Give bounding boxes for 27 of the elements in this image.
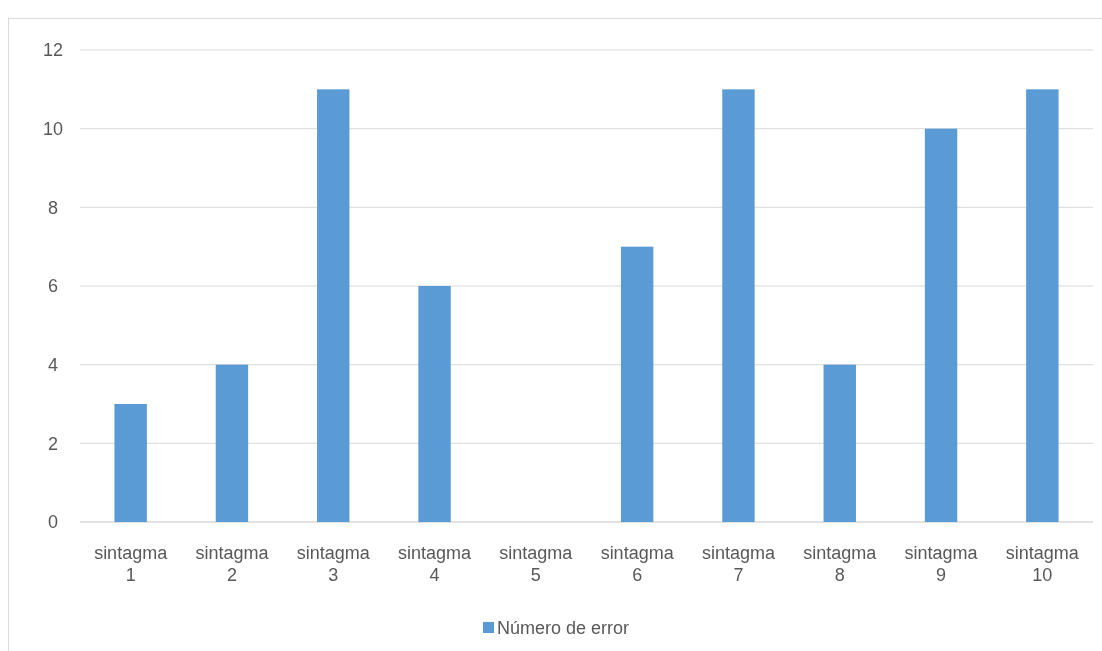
legend-label: Número de error (497, 618, 630, 639)
y-tick-label: 6 (47, 276, 59, 297)
bar (823, 364, 856, 522)
x-tick-label: sintagma 8 (803, 543, 878, 585)
x-tick-label: sintagma 1 (94, 543, 169, 585)
x-tick-label: sintagma 5 (499, 543, 574, 585)
bar (722, 89, 755, 522)
bar (418, 286, 451, 522)
x-tick-label: sintagma 10 (1005, 543, 1080, 585)
x-tick-label: sintagma 6 (600, 543, 675, 585)
bar (114, 404, 147, 522)
y-tick-label: 4 (47, 354, 59, 375)
x-tick-label: sintagma 9 (904, 543, 979, 585)
y-tick-label: 2 (47, 433, 59, 454)
bar (620, 246, 654, 522)
x-tick-label: sintagma 3 (296, 543, 371, 585)
bar (924, 128, 958, 522)
y-tick-label: 10 (42, 118, 64, 139)
y-tick-label: 12 (42, 40, 64, 61)
x-tick-label: sintagma 4 (398, 543, 473, 585)
x-tick-label: sintagma 2 (195, 543, 270, 585)
y-tick-label: 8 (47, 197, 59, 218)
x-tick-label: sintagma 7 (701, 543, 776, 585)
bar (215, 364, 249, 522)
bar (1026, 89, 1059, 522)
bar (317, 89, 350, 522)
y-tick-label: 0 (47, 512, 59, 533)
